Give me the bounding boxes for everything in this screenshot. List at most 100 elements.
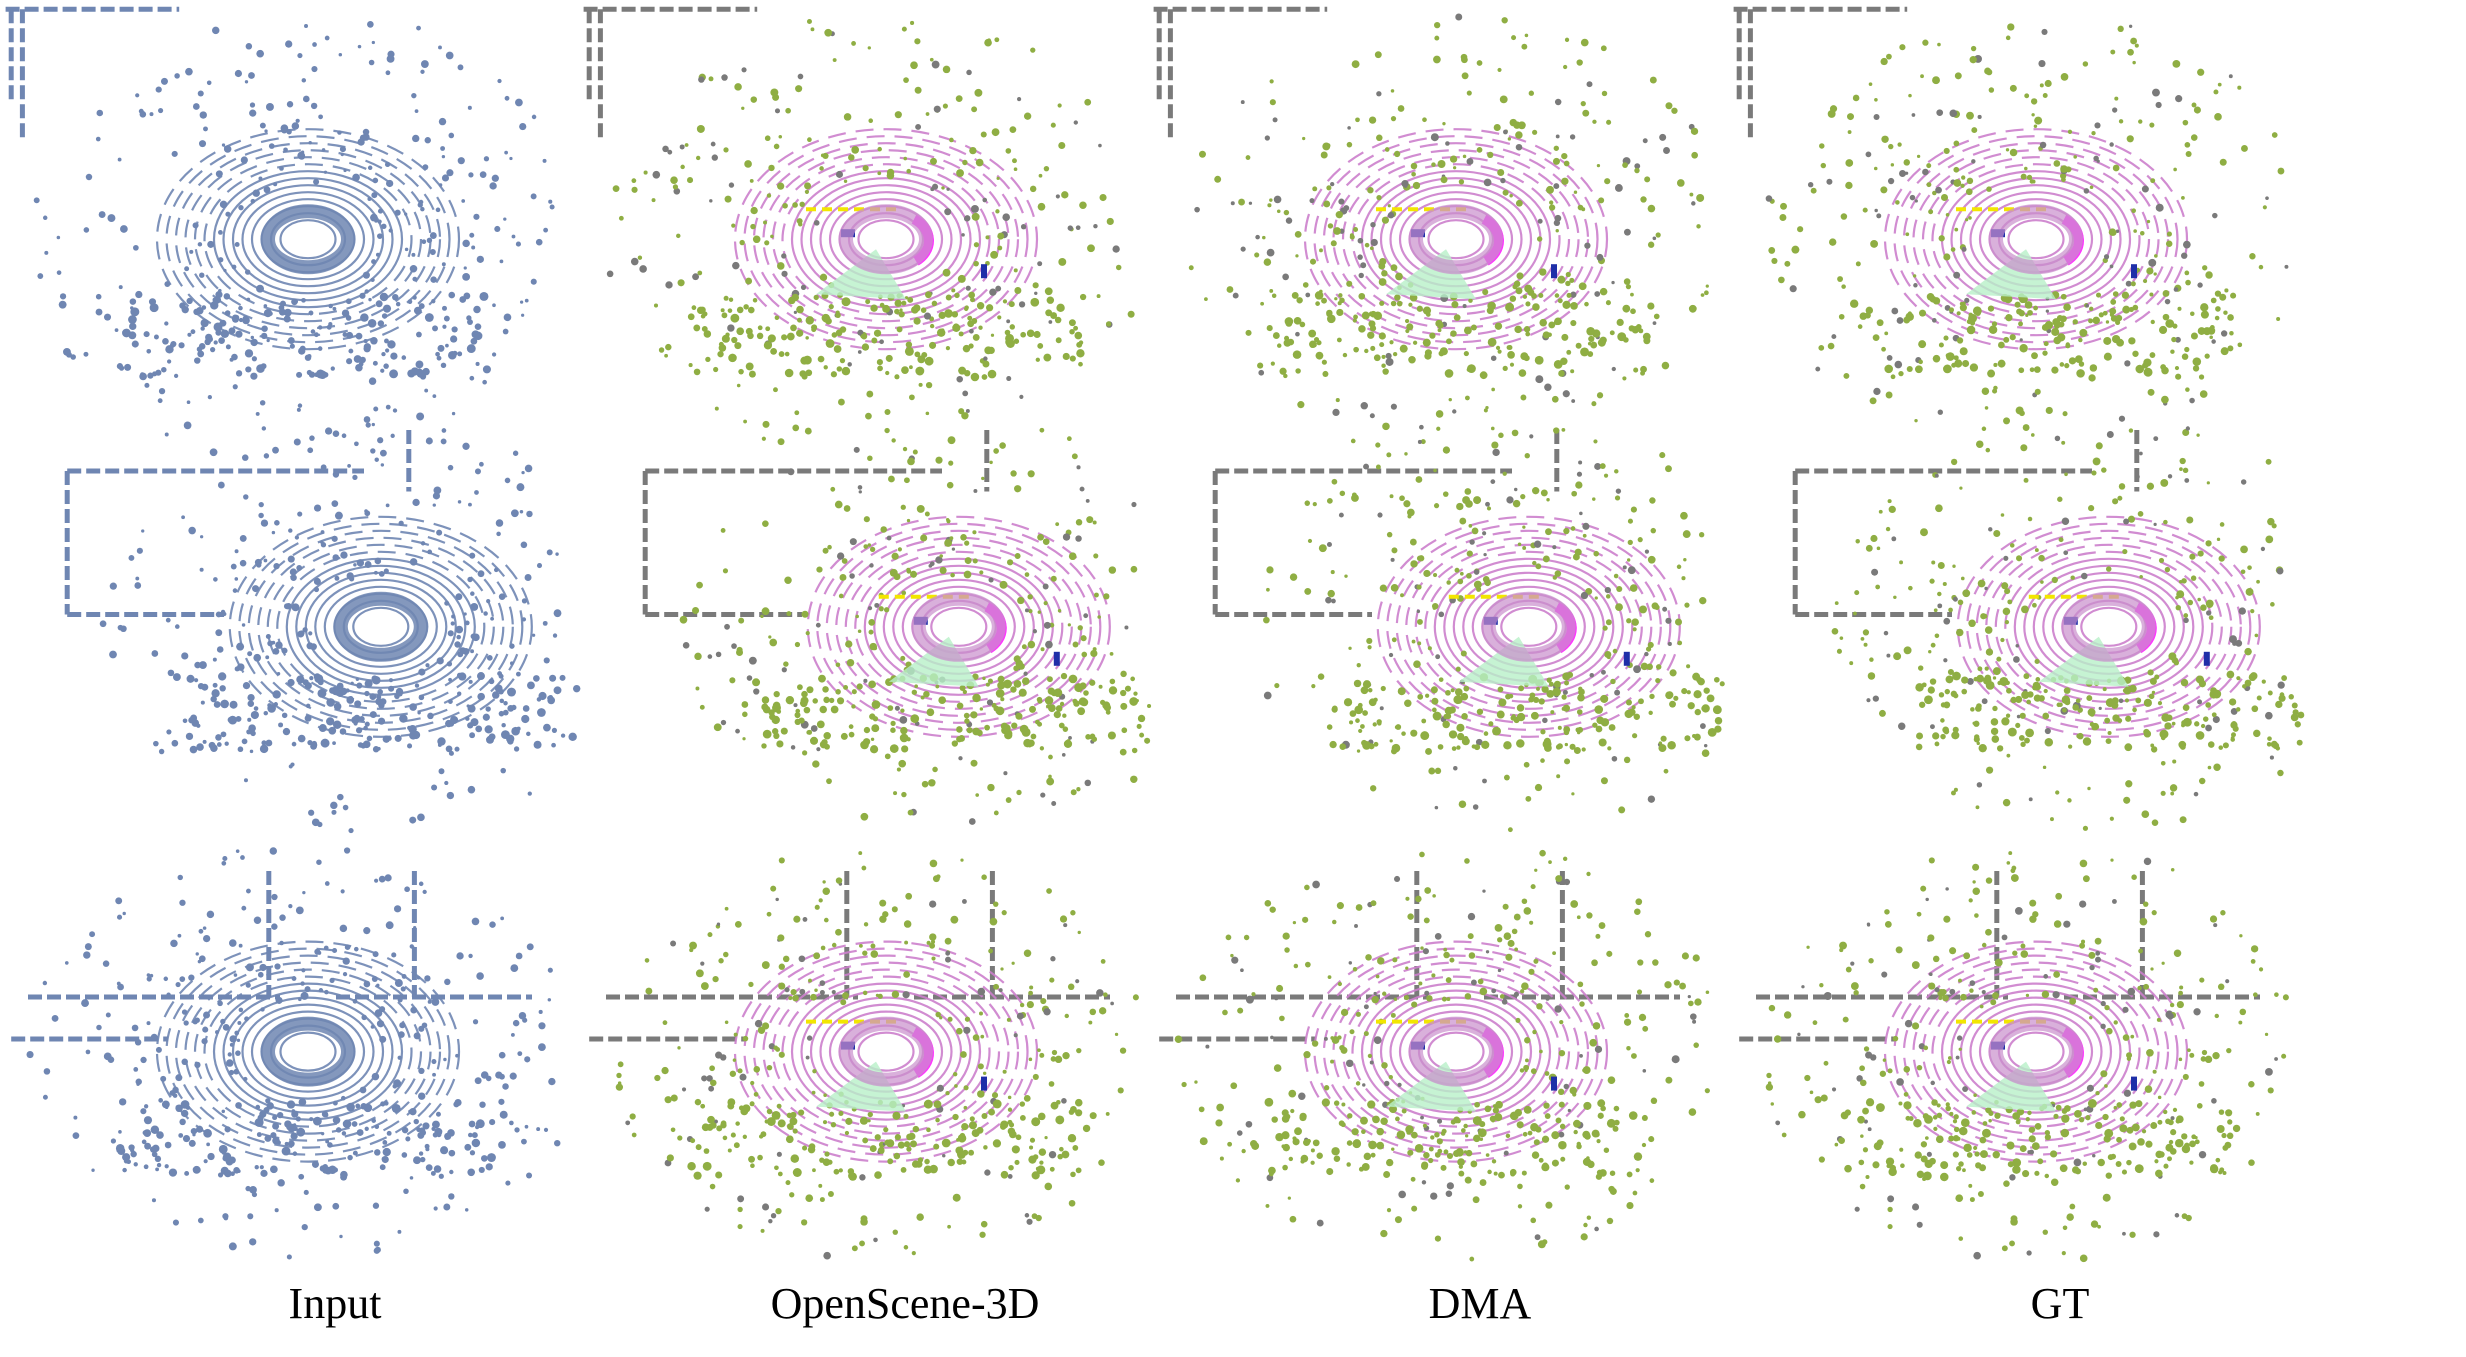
point (1014, 167, 1018, 171)
point (384, 568, 389, 573)
point (445, 344, 449, 348)
point (187, 298, 193, 304)
point (824, 29, 832, 37)
point (2175, 95, 2182, 102)
vegetation-point (1843, 373, 1849, 379)
point (1107, 218, 1114, 225)
point (1056, 337, 1062, 343)
point (1303, 282, 1309, 288)
vegetation-point (1147, 704, 1151, 708)
point (1497, 169, 1504, 176)
point (818, 1184, 822, 1188)
point (26, 1051, 33, 1058)
point (993, 984, 999, 990)
point (117, 982, 121, 986)
point (715, 1052, 722, 1059)
point (885, 409, 891, 415)
point (464, 1144, 471, 1151)
vegetation-point (226, 344, 231, 349)
point (1022, 644, 1027, 649)
point (1434, 22, 1440, 28)
point (2249, 673, 2257, 681)
point (1564, 1084, 1569, 1089)
vegetation-point (1953, 727, 1959, 733)
point (777, 1152, 782, 1157)
vegetation-point (796, 330, 803, 337)
vegetation-point (703, 1162, 712, 1171)
vegetation-point (1056, 705, 1063, 712)
point (1482, 889, 1485, 892)
point (2202, 265, 2207, 270)
point (1866, 152, 1872, 158)
point (2010, 85, 2017, 92)
point (1438, 612, 1444, 618)
point (1704, 290, 1709, 295)
point (1323, 201, 1330, 208)
point (1200, 1137, 1208, 1145)
point (385, 162, 390, 167)
point (2265, 535, 2273, 543)
point (1424, 887, 1431, 894)
point (1604, 651, 1611, 658)
point (2003, 608, 2011, 616)
point (1343, 353, 1347, 357)
point (1003, 771, 1007, 775)
point (1096, 989, 1104, 997)
vegetation-point (238, 746, 244, 752)
point (868, 606, 872, 610)
point (1570, 302, 1578, 310)
vegetation-point (255, 1118, 264, 1127)
point (215, 629, 222, 636)
vegetation-point (937, 328, 945, 336)
point (1419, 852, 1425, 858)
point (405, 248, 409, 252)
point (2272, 523, 2277, 528)
point (1690, 1013, 1697, 1020)
point (1265, 900, 1272, 907)
point (700, 962, 704, 966)
vegetation-point (2018, 321, 2023, 326)
vegetation-point (2042, 713, 2049, 720)
vegetation-point (425, 313, 434, 322)
point (863, 991, 868, 996)
vegetation-point (1120, 690, 1126, 696)
point (352, 174, 360, 182)
point (1358, 238, 1364, 244)
point (1405, 897, 1409, 901)
vegetation-point (1979, 744, 1987, 752)
vegetation-point (162, 1100, 170, 1108)
point (1624, 757, 1630, 763)
vegetation-point (2006, 681, 2010, 685)
point (1255, 235, 1260, 240)
point (2093, 458, 2101, 466)
point (1318, 673, 1325, 680)
vegetation-point (2170, 350, 2174, 354)
point (709, 199, 712, 202)
point (1110, 1002, 1114, 1006)
point (389, 678, 393, 682)
point (235, 549, 239, 553)
point (1835, 601, 1839, 605)
vegetation-point (2215, 316, 2220, 321)
point (2237, 86, 2241, 90)
point (892, 991, 899, 998)
point (521, 1139, 527, 1145)
point (1897, 142, 1901, 146)
point (645, 958, 650, 963)
point (1870, 535, 1877, 542)
vegetation-point (209, 742, 216, 749)
point (2035, 389, 2041, 395)
vegetation-point (1997, 745, 2003, 751)
point (1051, 576, 1057, 582)
point (387, 55, 395, 63)
vegetation-point (296, 372, 302, 378)
point (1025, 1213, 1030, 1218)
point (1870, 397, 1877, 404)
point (920, 534, 927, 541)
vegetation-point (2018, 367, 2024, 373)
point (517, 1051, 522, 1056)
vegetation-point (969, 343, 974, 348)
vegetation-point (1993, 363, 1997, 367)
point (353, 1151, 358, 1156)
vegetation-point (1445, 369, 1454, 378)
